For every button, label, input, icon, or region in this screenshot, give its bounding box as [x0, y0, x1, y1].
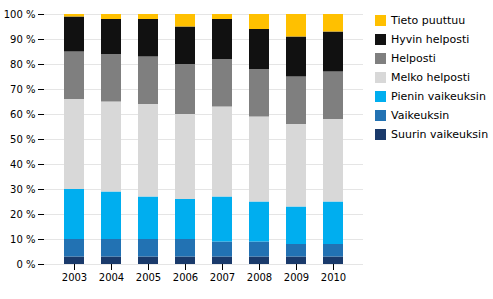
svg-text:2006: 2006	[173, 272, 198, 283]
html-text:Suurin vaikeuksin: Suurin vaikeuksin	[391, 128, 489, 141]
svg-text:70 %: 70 %	[10, 84, 35, 95]
svg-text:50 %: 50 %	[10, 134, 35, 145]
svg-text:20 %: 20 %	[10, 209, 35, 220]
html-text:Hyvin helposti: Hyvin helposti	[391, 33, 470, 46]
svg-text:2007: 2007	[210, 272, 235, 283]
svg-text:2009: 2009	[284, 272, 309, 283]
svg-text:2003: 2003	[62, 272, 87, 283]
svg-text:2008: 2008	[247, 272, 272, 283]
svg-text:60 %: 60 %	[10, 109, 35, 120]
svg-text:2010: 2010	[321, 272, 346, 283]
html-text:Melko helposti: Melko helposti	[391, 71, 471, 84]
svg-text:30 %: 30 %	[10, 184, 35, 195]
svg-text:10 %: 10 %	[10, 234, 35, 245]
svg-text:0 %: 0 %	[16, 259, 35, 270]
svg-text:2004: 2004	[99, 272, 124, 283]
svg-text:100 %: 100 %	[4, 9, 36, 20]
svg-text:90 %: 90 %	[10, 34, 35, 45]
html-text:Pienin vaikeuksin: Pienin vaikeuksin	[391, 90, 486, 103]
html-text:Helposti: Helposti	[391, 52, 436, 65]
svg-text:40 %: 40 %	[10, 159, 35, 170]
html-text:Tieto puuttuu: Tieto puuttuu	[391, 14, 466, 27]
svg-text:80 %: 80 %	[10, 59, 35, 70]
html-text:Vaikeuksin: Vaikeuksin	[391, 109, 450, 122]
svg-text:2005: 2005	[136, 272, 161, 283]
